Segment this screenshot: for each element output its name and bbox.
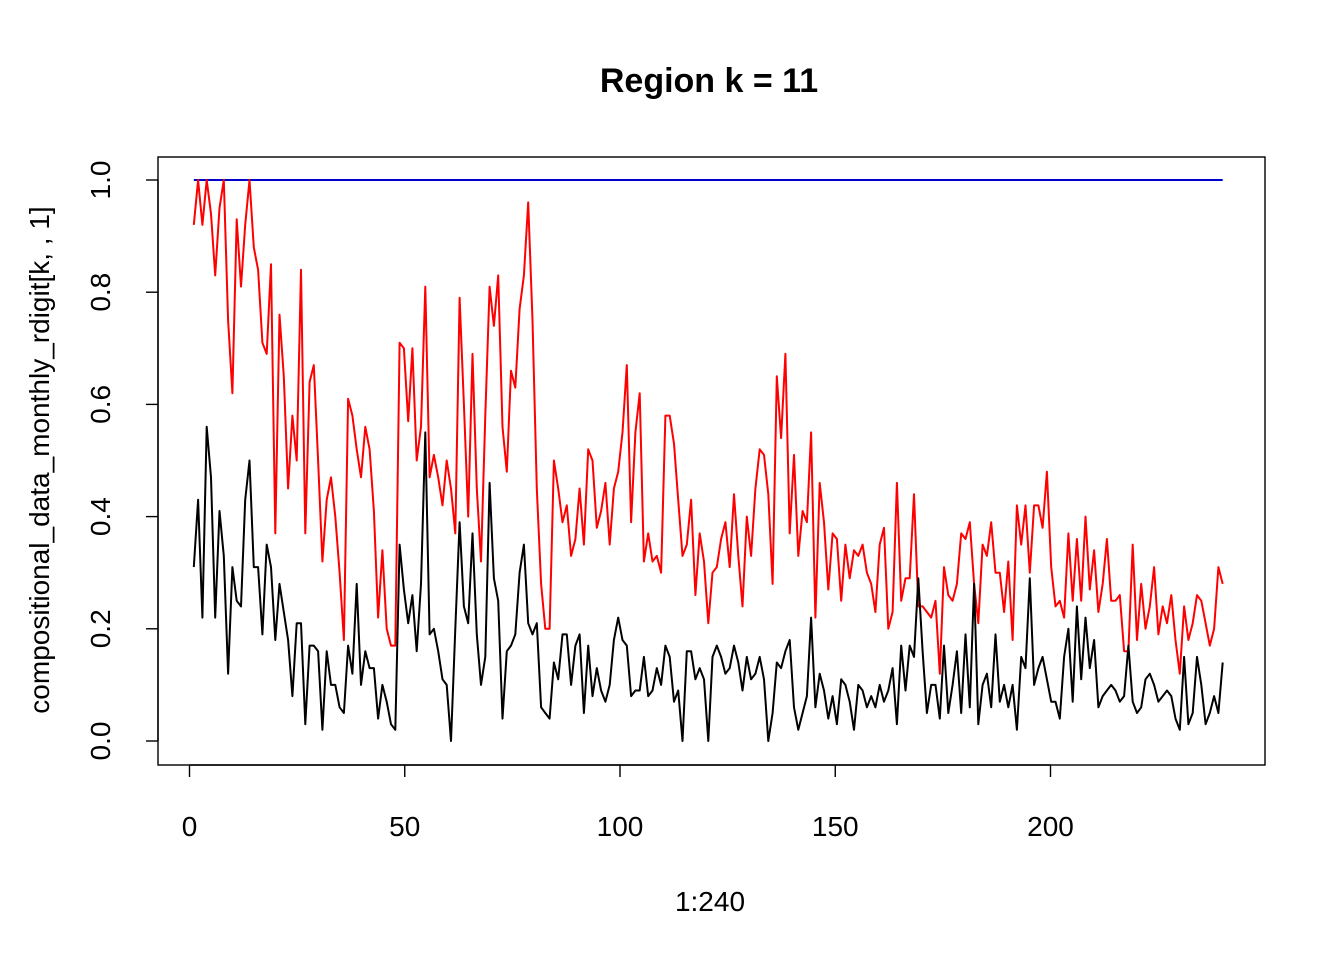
- y-axis: 0.0 0.2 0.4 0.6 0.8 1.0: [85, 161, 159, 761]
- x-axis-label: 1:240: [675, 886, 745, 917]
- x-tick-label: 200: [1027, 811, 1074, 842]
- x-tick-label: 100: [597, 811, 644, 842]
- x-tick-label: 50: [389, 811, 420, 842]
- y-tick-label: 0.4: [85, 497, 116, 536]
- y-tick-label: 1.0: [85, 161, 116, 200]
- y-axis-label: compositional_data_monthly_rdigit[k, , 1…: [24, 206, 55, 713]
- y-tick-label: 0.2: [85, 609, 116, 648]
- y-tick-label: 0.0: [85, 722, 116, 761]
- series-line-black: [192, 425, 1224, 742]
- x-tick-label: 150: [812, 811, 859, 842]
- chart-title: Region k = 11: [600, 62, 818, 100]
- y-tick-label: 0.6: [85, 385, 116, 424]
- series-line-red: [192, 179, 1224, 675]
- series-layer: [192, 179, 1224, 742]
- y-tick-label: 0.8: [85, 273, 116, 312]
- x-tick-label: 0: [182, 811, 198, 842]
- x-axis: 0 50 100 150 200: [182, 764, 1074, 842]
